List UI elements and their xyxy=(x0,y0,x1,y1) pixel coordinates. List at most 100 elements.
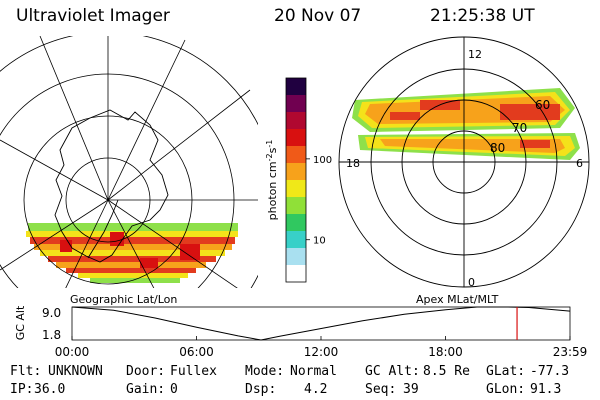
mlt-label-12: 12 xyxy=(468,48,482,61)
x-tick-label: 06:00 xyxy=(179,345,214,359)
colorbar-segment xyxy=(286,78,306,96)
x-tick-label: 23:59 xyxy=(553,345,588,359)
colorbar-segment xyxy=(286,146,306,164)
colorbar-label: photon cm-2s-1 xyxy=(265,140,279,221)
colorbar-label-mid: s xyxy=(266,147,279,153)
mlat-label-80: 80 xyxy=(490,141,505,155)
geographic-aurora-bands xyxy=(26,223,238,283)
status-dsp-label: Dsp: xyxy=(245,382,277,397)
status-glon-label: GLon: xyxy=(486,382,526,397)
observation-date: 20 Nov 07 xyxy=(274,6,362,26)
aurora-band xyxy=(48,256,216,262)
status-gcalt-value: 8.5 Re xyxy=(423,364,470,379)
colorbar-segment xyxy=(286,95,306,113)
left-panel-caption: Geographic Lat/Lon xyxy=(70,293,177,306)
status-flt-value: UNKNOWN xyxy=(48,364,103,379)
mlat-label-60: 60 xyxy=(535,98,550,112)
gc-alt-ylabel: GC Alt xyxy=(14,305,27,340)
mlt-label-6: 6 xyxy=(576,157,583,170)
colorbar-segment xyxy=(286,129,306,147)
geographic-map xyxy=(0,36,258,288)
colorbar-tick-label: 100 xyxy=(313,155,332,166)
meridian xyxy=(107,39,186,201)
aurora-band xyxy=(78,273,188,278)
aurora-band xyxy=(56,262,206,268)
aurora-patch xyxy=(500,104,560,120)
x-tick-label: 18:00 xyxy=(428,345,463,359)
aurora-patch xyxy=(520,140,550,148)
gc-alt-plot: 00:00 06:00 12:00 18:00 23:59 9.0 1.8 GC Alt xyxy=(14,305,587,359)
gc-alt-x-ticks: 00:00 06:00 12:00 18:00 23:59 xyxy=(55,336,588,359)
colorbar-gradient xyxy=(286,78,306,283)
status-gcalt-label: GC Alt: xyxy=(365,364,420,379)
meridian xyxy=(65,199,109,288)
colorbar-segment xyxy=(286,163,306,181)
aurora-band xyxy=(40,250,225,256)
status-gain-value: 0 xyxy=(170,382,178,397)
peninsula-coastline xyxy=(87,199,119,259)
colorbar-segment xyxy=(286,231,306,249)
right-panel-caption: Apex MLat/MLT xyxy=(416,293,499,306)
aurora-patch xyxy=(140,258,158,268)
aurora-band xyxy=(380,139,565,153)
colorbar-ticks: 100 10 xyxy=(306,155,332,247)
aurora-band xyxy=(26,231,238,237)
meridian xyxy=(0,199,109,271)
meridian xyxy=(0,139,109,201)
polar-aurora-bands xyxy=(352,88,580,160)
meridian xyxy=(107,199,155,288)
colorbar-label-sup2: -1 xyxy=(265,140,274,148)
colorbar-segment xyxy=(286,197,306,215)
aurora-band xyxy=(30,237,235,244)
colorbar-segment xyxy=(286,265,306,283)
polar-grid xyxy=(338,36,590,288)
colorbar-label-text: photon cm xyxy=(266,161,279,220)
colorbar-segment xyxy=(286,248,306,266)
meridian xyxy=(107,89,251,201)
status-dsp-value: 4.2 xyxy=(304,382,328,397)
gc-alt-ytick-bottom: 1.8 xyxy=(42,328,61,342)
colorbar-segment xyxy=(286,112,306,130)
status-gain-label: Gain: xyxy=(126,382,166,397)
antarctica-coastline xyxy=(54,109,169,263)
status-glon-value: 91.3 xyxy=(530,382,562,397)
status-mode-label: Mode: xyxy=(245,364,285,379)
aurora-band xyxy=(66,268,196,273)
status-door-label: Door: xyxy=(126,364,166,379)
gc-alt-plot-frame xyxy=(71,306,571,341)
status-ip-label: IP: xyxy=(10,382,34,397)
colorbar-tick-label: 10 xyxy=(313,236,326,247)
gc-alt-ytick-top: 9.0 xyxy=(42,306,61,320)
aurora-patch xyxy=(180,244,200,260)
status-glat-value: -77.3 xyxy=(530,364,570,379)
status-seq-label: Seq: xyxy=(365,382,397,397)
status-seq-value: 39 xyxy=(403,382,419,397)
status-ip-value: 36.0 xyxy=(34,382,66,397)
aurora-patch xyxy=(110,232,124,246)
status-glat-label: GLat: xyxy=(486,364,526,379)
status-flt-label: Flt: xyxy=(10,364,42,379)
colorbar-segment xyxy=(286,214,306,232)
observation-time: 21:25:38 UT xyxy=(430,6,535,26)
mlat-label-70: 70 xyxy=(512,121,527,135)
aurora-band-edge xyxy=(28,223,238,231)
status-door-value: Fullex xyxy=(170,364,217,379)
mlt-label-18: 18 xyxy=(346,157,360,170)
colorbar-segment xyxy=(286,180,306,198)
colorbar-frame xyxy=(285,77,307,283)
x-tick-label: 00:00 xyxy=(55,345,90,359)
aurora-patch xyxy=(390,112,420,120)
colorbar: 100 10 photon cm-2s-1 xyxy=(265,77,332,283)
polar-map: 12 18 6 0 60 70 80 xyxy=(338,36,590,289)
aurora-patch xyxy=(60,240,72,252)
aurora-band-edge xyxy=(90,278,180,283)
instrument-title: Ultraviolet Imager xyxy=(16,6,170,26)
status-mode-value: Normal xyxy=(290,364,337,379)
lat-lon-grid xyxy=(0,36,258,288)
mlt-label-0: 0 xyxy=(468,276,475,289)
gc-alt-series-line xyxy=(71,306,571,341)
aurora-band xyxy=(34,244,232,250)
meridian xyxy=(39,36,109,201)
